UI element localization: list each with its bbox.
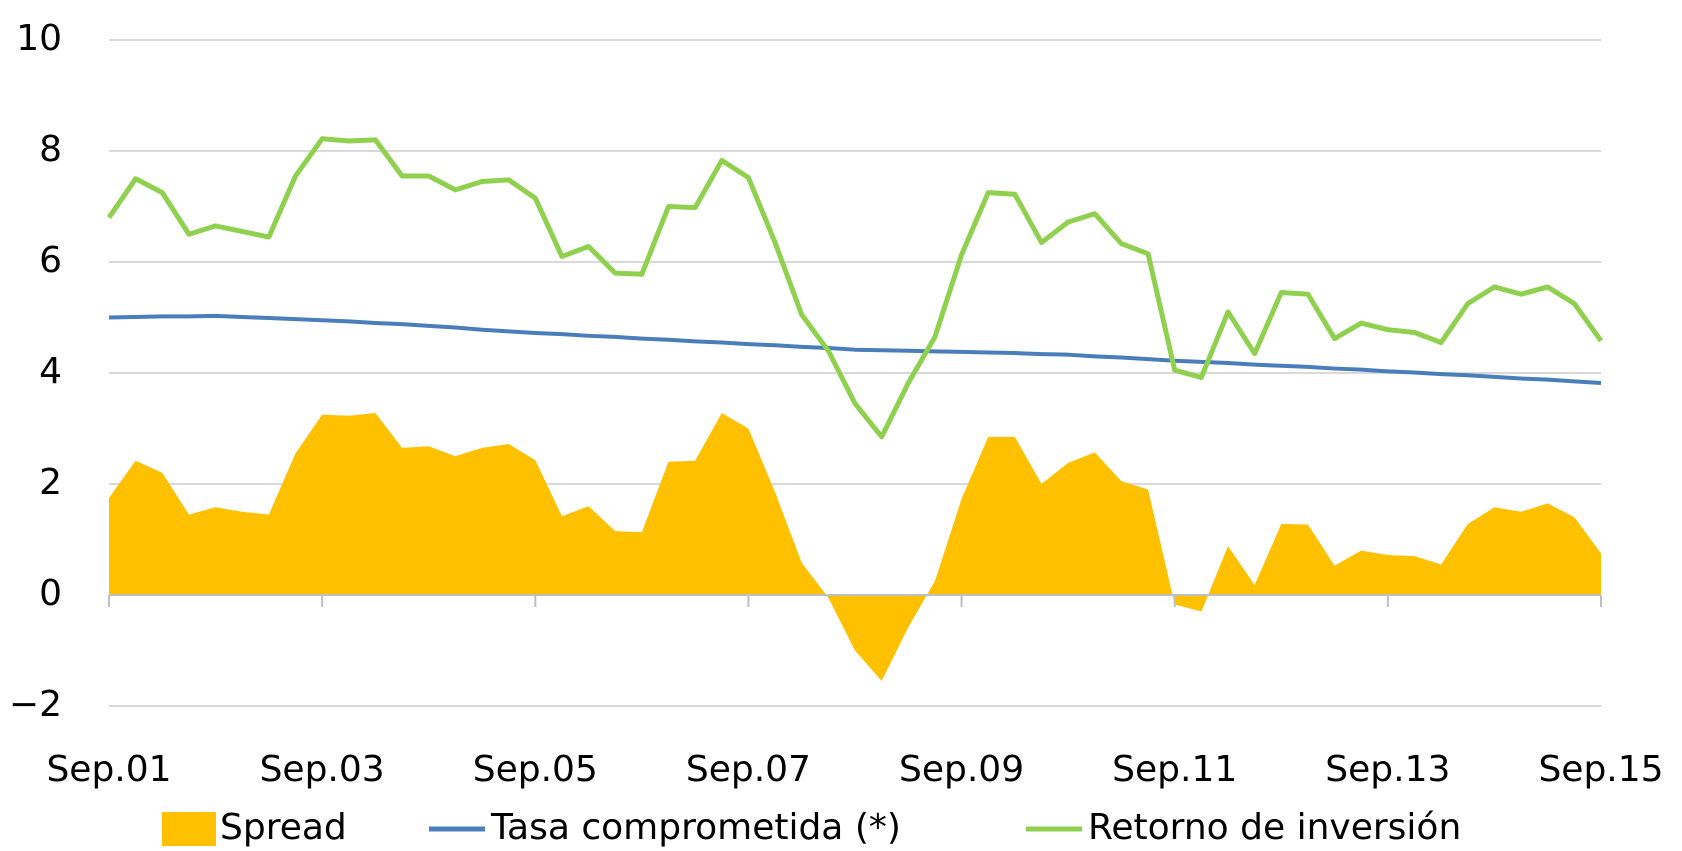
- legend-label: Tasa comprometida (*): [490, 807, 901, 848]
- y-tick-label: 8: [39, 129, 62, 170]
- spread-area: [109, 412, 1601, 682]
- x-tick-label: Sep.05: [473, 749, 598, 790]
- series-line: [108, 313, 1602, 385]
- y-tick-label: 10: [16, 18, 62, 59]
- x-tick-label: Sep.07: [686, 749, 811, 790]
- x-tick-label: Sep.11: [1112, 749, 1237, 790]
- y-tick-label: 2: [39, 462, 62, 503]
- y-tick-label: −2: [9, 684, 62, 725]
- x-tick-label: Sep.03: [260, 749, 385, 790]
- series-line: [106, 136, 1604, 440]
- legend-swatch: [162, 812, 216, 846]
- legend-label: Spread: [220, 807, 347, 848]
- legend-label: Retorno de inversión: [1088, 807, 1461, 848]
- y-tick-label: 6: [39, 240, 62, 281]
- x-tick-label: Sep.01: [46, 749, 171, 790]
- y-tick-label: 4: [39, 351, 62, 392]
- y-tick-label: 0: [39, 573, 62, 614]
- x-tick-label: Sep.15: [1538, 749, 1663, 790]
- x-tick-label: Sep.13: [1325, 749, 1450, 790]
- x-tick-label: Sep.09: [899, 749, 1024, 790]
